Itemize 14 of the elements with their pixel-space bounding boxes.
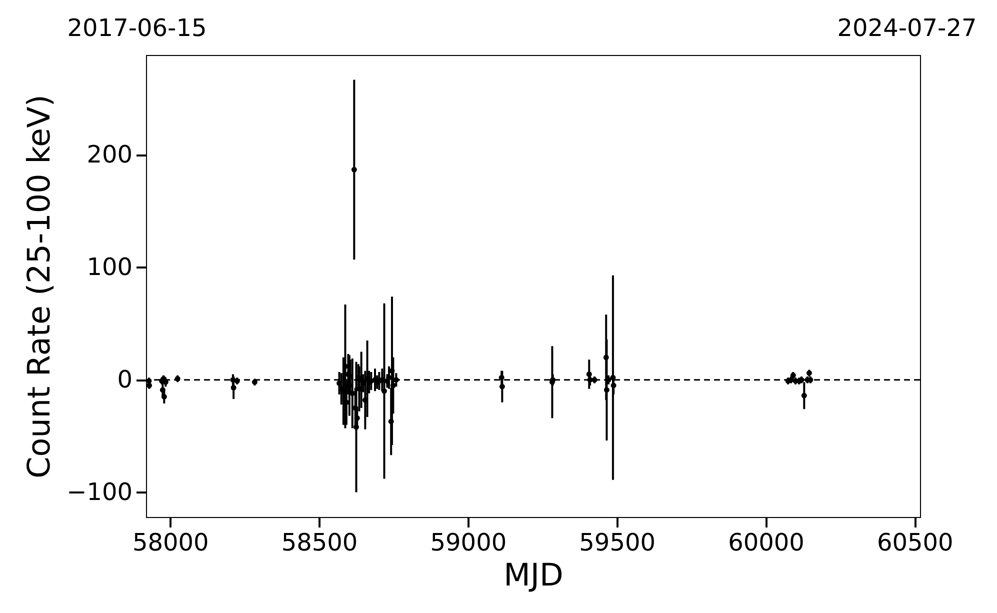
x-tick-label: 59500 — [579, 528, 656, 556]
x-tick-label: 58500 — [281, 528, 358, 556]
x-tick-label: 60000 — [728, 528, 804, 556]
text: 2024-07-27 — [837, 14, 977, 42]
x-tick-label: 58000 — [132, 528, 209, 556]
x-axis-title: MJD — [504, 558, 564, 594]
text: 2017-06-15 — [67, 14, 207, 42]
x-tick-label: 60500 — [876, 528, 954, 556]
x-tick-label: 59000 — [430, 528, 507, 556]
y-axis-title: Count Rate (25-100 keV) — [22, 94, 58, 478]
y-tick-label: 200 — [86, 140, 132, 169]
y-tick-label: −100 — [66, 478, 132, 506]
y-tick-label: 0 — [117, 365, 132, 394]
y-tick-label: 100 — [86, 252, 132, 281]
